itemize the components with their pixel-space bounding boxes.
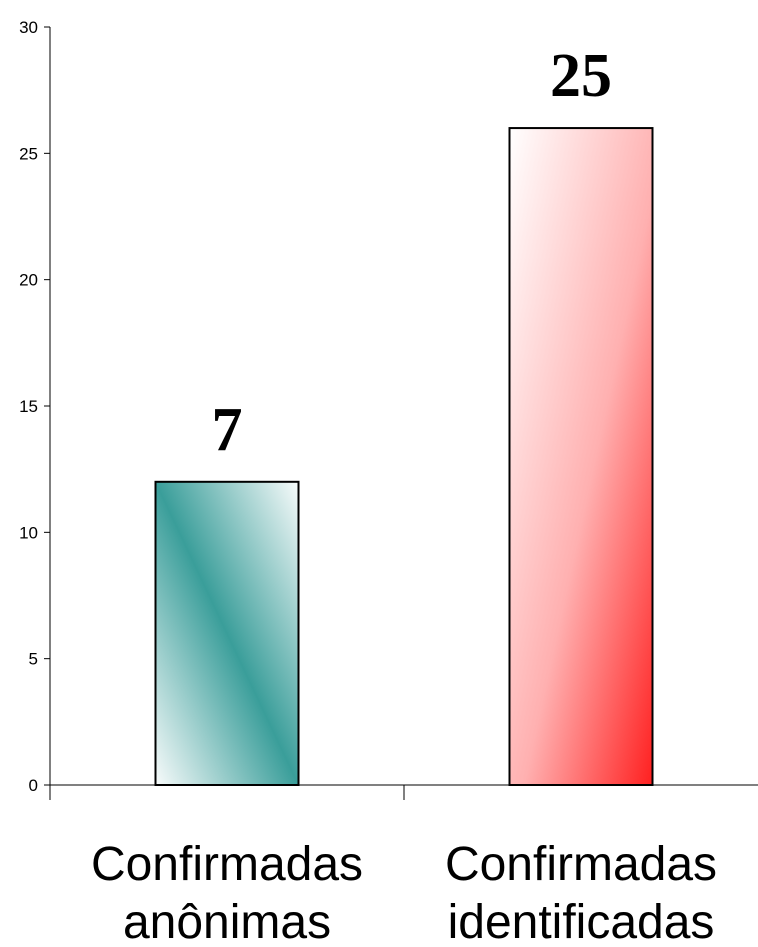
y-tick-label: 5 (29, 650, 38, 669)
y-tick-label: 10 (19, 523, 38, 542)
y-tick-label: 20 (19, 271, 38, 290)
y-tick-label: 15 (19, 397, 38, 416)
bar-2 (508, 127, 654, 787)
y-tick-label: 0 (29, 776, 38, 795)
category-label-1-line-2: anônimas (123, 896, 331, 947)
category-label-2-line-1: Confirmadas (445, 838, 717, 891)
bars (154, 127, 654, 787)
data-label-1: 7 (212, 396, 243, 464)
category-label-1-line-1: Confirmadas (91, 838, 363, 891)
y-tick-label: 25 (19, 144, 38, 163)
data-label-2: 25 (550, 42, 612, 110)
labels: 7Confirmadasanônimas25Confirmadasidentif… (91, 42, 717, 947)
category-label-2-line-2: identificadas (448, 896, 715, 947)
y-tick-label: 30 (19, 18, 38, 37)
bar-1 (154, 480, 300, 786)
